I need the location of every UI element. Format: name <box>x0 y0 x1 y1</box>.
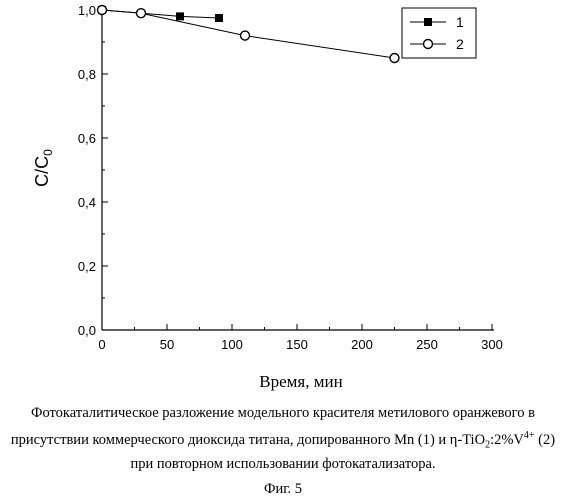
legend-box <box>402 8 476 58</box>
data-point-circle <box>241 31 250 40</box>
x-tick-label: 0 <box>98 337 105 352</box>
x-ticks: 0 50 100 150 200 250 300 <box>98 324 502 352</box>
y-axis-label-main: C/C <box>32 156 52 187</box>
data-point-circle <box>98 6 107 15</box>
x-tick-label: 100 <box>221 337 243 352</box>
x-tick-label: 300 <box>481 337 503 352</box>
y-tick-label: 0,0 <box>78 323 96 338</box>
x-axis-label: Время, мин <box>259 372 342 391</box>
caption-line-2-pre: присутствии коммерческого диоксида титан… <box>11 432 485 448</box>
data-point-square <box>176 12 184 20</box>
chart: 0 50 100 150 200 250 300 0,0 0,2 0,4 0,6 0,8 1,0 Вр… <box>0 0 566 400</box>
series-2 <box>98 6 400 63</box>
caption-line-2: присутствии коммерческого диоксида титан… <box>0 430 566 451</box>
data-point-square <box>424 18 432 26</box>
caption-line-3: при повторном использовании фотокатализа… <box>0 456 566 473</box>
legend: 12 <box>402 8 476 58</box>
caption-line-1: Фотокаталитическое разложение модельного… <box>0 405 566 422</box>
data-point-circle <box>137 9 146 18</box>
x-tick-label: 200 <box>351 337 373 352</box>
y-tick-label: 1,0 <box>78 3 96 18</box>
y-axis-label: C/C0 <box>32 149 55 187</box>
x-tick-label: 250 <box>416 337 438 352</box>
data-point-circle <box>390 54 399 63</box>
x-tick-label: 50 <box>160 337 174 352</box>
figure-label: Фиг. 5 <box>0 481 566 498</box>
series-1 <box>98 6 223 22</box>
data-point-circle <box>424 40 433 49</box>
y-tick-label: 0,4 <box>78 195 96 210</box>
legend-label: 1 <box>456 14 464 30</box>
legend-label: 2 <box>456 36 464 52</box>
x-tick-label: 150 <box>286 337 308 352</box>
data-point-square <box>215 14 223 22</box>
y-axis-label-sub: 0 <box>41 149 55 156</box>
y-tick-label: 0,6 <box>78 131 96 146</box>
caption-line-2-sup: 4+ <box>524 430 535 441</box>
caption-line-2-post: (2) <box>535 432 556 448</box>
y-tick-label: 0,2 <box>78 259 96 274</box>
series-layer <box>98 6 400 63</box>
caption-line-2-mid: :2%V <box>490 432 524 448</box>
y-ticks: 0,0 0,2 0,4 0,6 0,8 1,0 <box>78 3 108 338</box>
y-tick-label: 0,8 <box>78 67 96 82</box>
y-axis-label-group: C/C0 <box>32 149 55 187</box>
